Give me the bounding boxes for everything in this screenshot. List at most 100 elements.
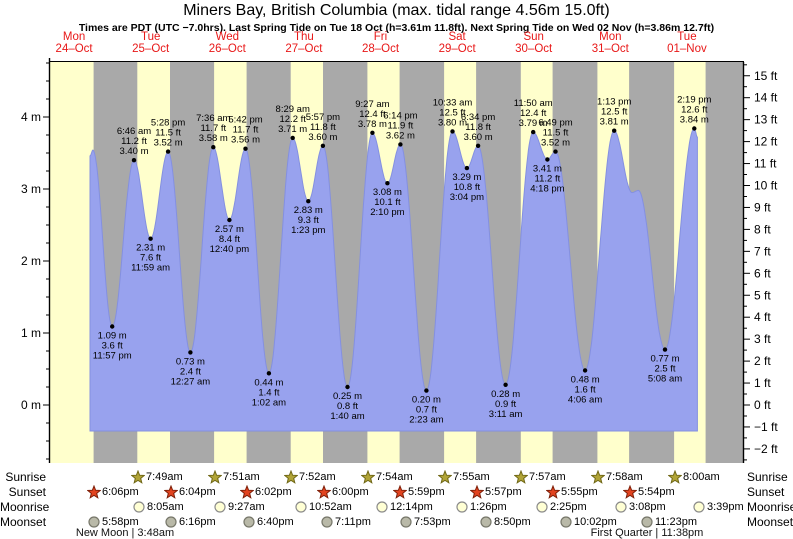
tide-annotation-low: 0.25 m xyxy=(333,391,362,402)
tide-extreme-dot xyxy=(612,128,617,133)
tide-annotation-low: 3.41 m xyxy=(533,164,562,175)
tide-annotation-low: 1.09 m xyxy=(98,331,127,342)
tide-extreme-dot xyxy=(290,135,295,141)
day-date-label: 29–Oct xyxy=(439,43,477,55)
right-axis-label: 0 ft xyxy=(754,398,771,412)
tide-annotation-low: 0.7 ft xyxy=(416,405,437,416)
tide-annotation-high: 3.81 m xyxy=(600,117,629,128)
right-axis-label: 11 ft xyxy=(754,157,777,171)
tide-annotation-high: 7:36 am xyxy=(196,113,230,124)
tide-extreme-dot xyxy=(110,324,115,329)
tide-annotation-low: 4:18 pm xyxy=(530,184,564,195)
chart-subtitle: Times are PDT (UTC −7.0hrs). Last Spring… xyxy=(78,22,715,34)
tide-annotation-low: 3:04 pm xyxy=(450,192,484,203)
tide-annotation-high: 11.8 ft xyxy=(465,122,491,133)
tide-extreme-dot xyxy=(320,143,326,148)
left-axis-label: 0 m xyxy=(21,398,41,412)
tide-annotation-low: 0.20 m xyxy=(412,395,441,406)
tide-annotation-low: 3.6 ft xyxy=(102,341,123,352)
left-axis-label: 3 m xyxy=(21,182,41,196)
tide-extreme-dot xyxy=(385,181,390,186)
tide-extreme-dot xyxy=(464,165,470,171)
tide-extreme-dot xyxy=(398,142,403,147)
tide-extreme-dot xyxy=(266,371,272,376)
day-name-label: Fri xyxy=(374,31,387,43)
tide-extreme-dot xyxy=(450,129,455,134)
day-date-label: 30–Oct xyxy=(515,43,553,55)
tide-extreme-dot xyxy=(503,382,508,387)
tide-extreme-dot xyxy=(582,368,588,373)
tide-annotation-low: 12:40 pm xyxy=(210,244,250,255)
tide-annotation-high: 11.8 ft xyxy=(310,122,336,133)
tide-annotation-low: 1:02 am xyxy=(252,397,286,408)
right-axis-label: 12 ft xyxy=(754,135,778,149)
tide-annotation-high: 3.78 m xyxy=(358,119,387,130)
right-axis-label: 15 ft xyxy=(754,69,778,83)
tide-annotation-low: 2.5 ft xyxy=(654,364,675,375)
tide-extreme-dot xyxy=(662,347,668,352)
tide-annotation-high: 12.4 ft xyxy=(359,109,386,120)
tide-annotation-high: 5:28 pm xyxy=(151,118,185,129)
tide-annotation-low: 4:06 am xyxy=(568,394,602,405)
tide-annotation-high: 3.71 m xyxy=(278,124,307,135)
tide-annotation-low: 3.29 m xyxy=(452,172,481,183)
day-date-label: 27–Oct xyxy=(285,43,323,55)
tide-annotation-high: 6:46 am xyxy=(117,126,151,137)
right-axis-label: 13 ft xyxy=(754,113,778,127)
tide-annotation-high: 3.60 m xyxy=(308,132,337,143)
day-date-label: 26–Oct xyxy=(209,43,247,55)
tide-annotation-high: 11.2 ft xyxy=(121,136,147,147)
tide-annotation-low: 11.2 ft xyxy=(535,174,561,185)
tide-annotation-low: 9.3 ft xyxy=(298,215,319,226)
tide-annotation-low: 2:10 pm xyxy=(370,207,404,218)
right-axis-label: 8 ft xyxy=(754,222,771,236)
tide-extreme-dot xyxy=(553,149,558,154)
day-name-label: Sun xyxy=(523,31,543,43)
tide-annotation-high: 12.2 ft xyxy=(279,114,306,125)
tide-annotation-low: 1.4 ft xyxy=(258,387,279,398)
tide-annotation-high: 3.60 m xyxy=(464,132,493,143)
day-name-label: Sat xyxy=(448,31,466,43)
day-date-label: 01–Nov xyxy=(667,43,707,55)
tide-annotation-low: 3.08 m xyxy=(373,187,402,198)
tide-annotation-low: 2.57 m xyxy=(215,224,244,235)
tide-annotation-high: 11.9 ft xyxy=(388,120,414,131)
tide-annotation-low: 8.4 ft xyxy=(219,234,240,245)
tide-annotation-low: 7.6 ft xyxy=(140,253,161,264)
tide-annotation-high: 11.7 ft xyxy=(200,123,226,134)
tide-extreme-dot xyxy=(306,199,311,204)
tide-annotation-high: 11.5 ft xyxy=(543,128,569,139)
right-axis-label: −2 ft xyxy=(754,442,778,456)
tide-annotation-high: 10:33 am xyxy=(433,97,473,108)
tide-annotation-high: 6:34 pm xyxy=(461,112,495,123)
right-axis-label: 6 ft xyxy=(754,266,771,280)
tide-annotation-low: 12:27 am xyxy=(171,376,211,387)
tide-annotation-high: 11.7 ft xyxy=(233,125,259,136)
left-axis-label: 4 m xyxy=(21,110,41,124)
tide-annotation-high: 6:49 pm xyxy=(538,118,572,129)
tide-annotation-high: 3.56 m xyxy=(231,135,260,146)
tide-annotation-low: 1:40 am xyxy=(330,411,364,422)
tide-annotation-low: 2.83 m xyxy=(294,205,323,216)
tide-annotation-low: 1:23 pm xyxy=(291,225,325,236)
tide-annotation-high: 2:19 pm xyxy=(677,95,711,106)
tide-annotation-low: 0.28 m xyxy=(491,389,520,400)
right-axis-label: 2 ft xyxy=(754,354,771,368)
tide-annotation-high: 3.52 m xyxy=(541,138,570,149)
tide-annotation-low: 1.6 ft xyxy=(575,384,596,395)
day-name-label: Mon xyxy=(599,31,621,43)
tide-annotation-high: 3.52 m xyxy=(154,138,183,149)
tide-extreme-dot xyxy=(475,143,481,148)
daylight-band xyxy=(50,62,94,463)
tide-annotation-low: 0.9 ft xyxy=(495,399,516,410)
tide-extreme-dot xyxy=(227,217,232,223)
right-axis-label: 14 ft xyxy=(754,91,778,105)
tide-extreme-dot xyxy=(243,146,248,151)
right-axis-label: 10 ft xyxy=(754,179,778,193)
right-axis-label: 1 ft xyxy=(754,376,771,390)
tide-annotation-low: 2:23 am xyxy=(409,415,443,426)
tide-extreme-dot xyxy=(424,388,429,393)
tide-annotation-high: 3.80 m xyxy=(438,117,467,128)
tide-annotation-low: 11:59 am xyxy=(131,263,170,274)
